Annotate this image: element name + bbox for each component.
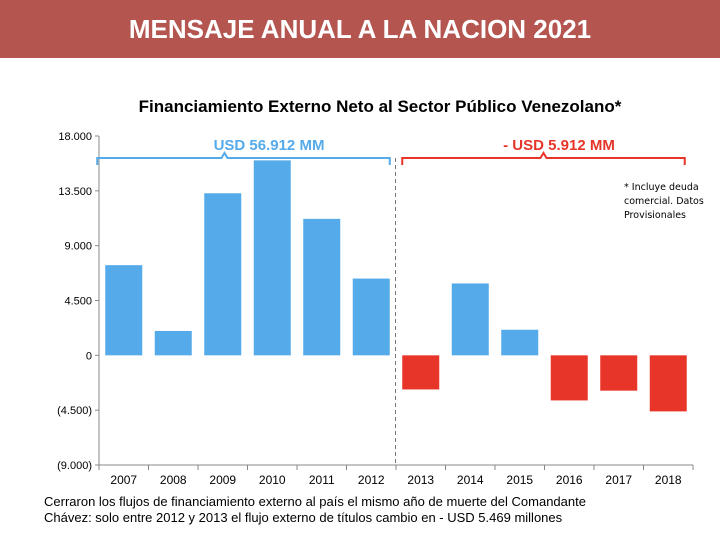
y-tick-label: 4.500 <box>64 296 92 308</box>
bar-2018 <box>649 355 687 412</box>
y-tick-label: (9.000) <box>57 460 92 472</box>
x-tick-label: 2017 <box>605 473 632 487</box>
annotation-bracket <box>401 151 686 165</box>
footer-line-2: Chávez: solo entre 2012 y 2013 el flujo … <box>44 510 563 525</box>
annotation-label: USD 56.912 MM <box>214 137 325 154</box>
x-tick-label: 2014 <box>457 473 484 487</box>
chart-title: Financiamiento Externo Neto al Sector Pú… <box>138 97 622 116</box>
footer-line-1: Cerraron los flujos de financiamiento ex… <box>44 494 586 509</box>
bar-2011 <box>303 218 341 356</box>
y-tick-label: (4.500) <box>57 405 92 417</box>
bar-2012 <box>352 278 390 356</box>
slide-header: MENSAJE ANUAL A LA NACION 2021 <box>0 0 720 58</box>
x-tick-label: 2018 <box>655 473 682 487</box>
bar-2010 <box>253 160 291 356</box>
annotation-label: - USD 5.912 MM <box>503 137 615 154</box>
bar-2007 <box>105 265 143 356</box>
y-tick-label: 13.500 <box>58 186 92 198</box>
y-tick-label: 9.000 <box>64 241 92 253</box>
slide-title: MENSAJE ANUAL A LA NACION 2021 <box>128 13 592 44</box>
bar-2014 <box>451 283 489 356</box>
bar-2013 <box>402 355 440 390</box>
x-tick-label: 2007 <box>110 473 137 487</box>
chart-footnote: * Incluye deuda comercial. Datos Provisi… <box>624 182 704 221</box>
bar-2009 <box>204 193 242 356</box>
x-tick-label: 2010 <box>259 473 286 487</box>
x-tick-label: 2008 <box>160 473 187 487</box>
x-tick-label: 2011 <box>309 473 335 487</box>
slide-footer-text: Cerraron los flujos de financiamiento ex… <box>44 494 660 526</box>
bar-2008 <box>154 330 192 356</box>
bar-2016 <box>550 355 588 401</box>
y-tick-label: 18.000 <box>58 131 92 143</box>
x-tick-label: 2015 <box>506 473 533 487</box>
x-tick-label: 2013 <box>407 473 434 487</box>
annotation-bracket <box>96 151 391 165</box>
bar-2017 <box>600 355 638 391</box>
x-tick-label: 2016 <box>556 473 583 487</box>
x-tick-label: 2012 <box>358 473 385 487</box>
y-tick-label: 0 <box>86 350 92 362</box>
bar-2015 <box>501 329 539 356</box>
x-tick-label: 2009 <box>209 473 236 487</box>
